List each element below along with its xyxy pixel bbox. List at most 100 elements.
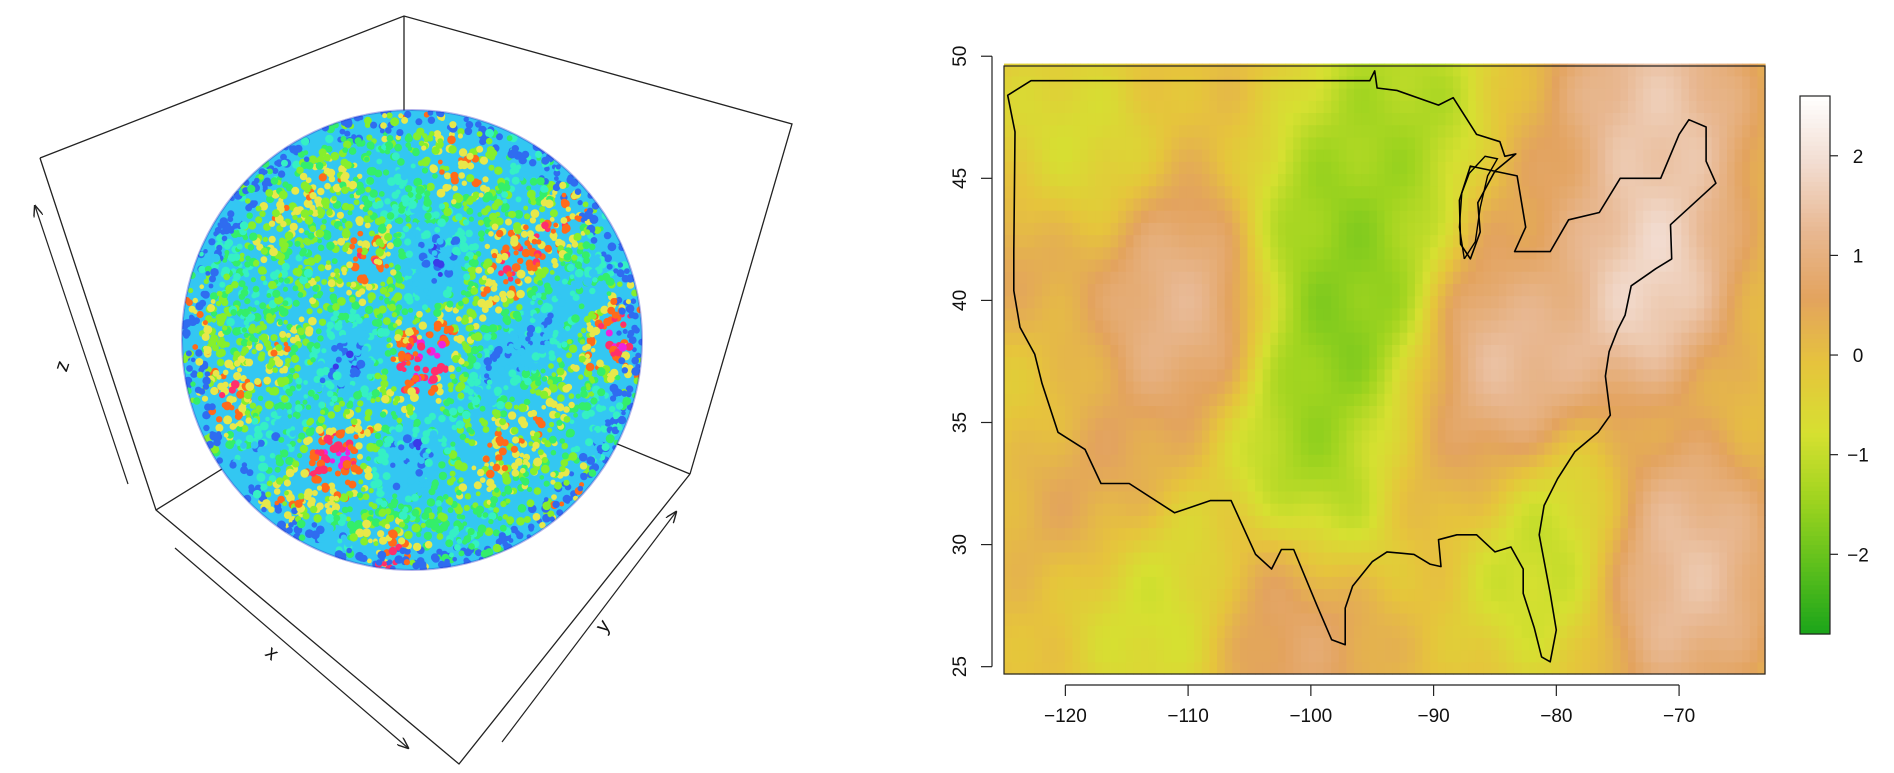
heatmap-cell [1095, 503, 1103, 516]
sphere-point [575, 215, 580, 220]
sphere-point [425, 459, 433, 467]
heatmap-cell [1430, 576, 1438, 589]
heatmap-cell [1095, 528, 1103, 541]
heatmap-cell [1194, 613, 1202, 626]
heatmap-cell [1567, 503, 1575, 516]
sphere-point [443, 494, 449, 500]
sphere-point [404, 354, 411, 361]
heatmap-cell [1438, 589, 1446, 602]
sphere-point [494, 167, 502, 175]
heatmap-cell [1217, 662, 1225, 675]
sphere-point [329, 287, 334, 292]
sphere-point [467, 378, 473, 384]
sphere-point [318, 208, 326, 216]
sphere-point [500, 501, 506, 507]
sphere-point [502, 541, 508, 547]
heatmap-cell [1354, 540, 1362, 553]
heatmap-cell [1666, 515, 1674, 528]
heatmap-cell [1118, 540, 1126, 553]
heatmap-cell [1232, 637, 1240, 650]
sphere-point [385, 127, 392, 134]
heatmap-cell [1019, 515, 1027, 528]
heatmap-cell [1004, 540, 1012, 553]
sphere-point [462, 201, 467, 206]
sphere-point [327, 467, 332, 472]
heatmap-cell [1316, 576, 1324, 589]
sphere-point [342, 313, 349, 320]
sphere-point [330, 458, 335, 463]
sphere-point [415, 318, 421, 324]
heatmap-cell [1689, 528, 1697, 541]
heatmap-cell [1331, 515, 1339, 528]
sphere-point [480, 366, 487, 373]
heatmap-cell [1331, 662, 1339, 675]
heatmap-cell [1537, 589, 1545, 602]
heatmap-cell [1042, 576, 1050, 589]
heatmap-cell [1552, 576, 1560, 589]
sphere-point [591, 314, 597, 320]
heatmap-cell [1255, 540, 1263, 553]
heatmap-cell [1735, 613, 1743, 626]
sphere-point [535, 380, 541, 386]
heatmap-cell [1643, 589, 1651, 602]
sphere-point [436, 549, 442, 555]
sphere-point [446, 280, 452, 286]
heatmap-cell [1636, 662, 1644, 675]
heatmap-cell [1103, 589, 1111, 602]
sphere-point [372, 389, 380, 397]
sphere-point [248, 244, 255, 251]
sphere-point [393, 238, 402, 247]
heatmap-cell [1727, 540, 1735, 553]
sphere-point [355, 137, 362, 144]
heatmap-cell [1666, 528, 1674, 541]
sphere-point [489, 165, 495, 171]
heatmap-cell [1468, 576, 1476, 589]
heatmap-cell [1141, 662, 1149, 675]
heatmap-cell [1483, 662, 1491, 675]
sphere-point [549, 350, 555, 356]
sphere-point [478, 230, 485, 237]
heatmap-cell [1369, 601, 1377, 614]
heatmap-cell [1445, 589, 1453, 602]
heatmap-cell [1179, 528, 1187, 541]
heatmap-cell [1415, 589, 1423, 602]
heatmap-cell [1133, 528, 1141, 541]
sphere-point [427, 349, 432, 354]
sphere-point [529, 526, 534, 531]
sphere-point [244, 272, 250, 278]
heatmap-cell [1179, 515, 1187, 528]
heatmap-cell [1468, 613, 1476, 626]
heatmap-cell [1560, 528, 1568, 541]
sphere-point [604, 232, 611, 239]
sphere-point [332, 196, 337, 201]
heatmap-cell [1073, 515, 1081, 528]
heatmap-cell [1232, 662, 1240, 675]
sphere-point [345, 540, 352, 547]
heatmap-cell [1255, 589, 1263, 602]
sphere-point [559, 502, 564, 507]
heatmap-cell [1248, 564, 1256, 577]
heatmap-cell [1149, 576, 1157, 589]
heatmap-cell [1750, 625, 1758, 638]
heatmap-cell [1385, 662, 1393, 675]
sphere-point [569, 452, 578, 461]
heatmap-cell [1727, 576, 1735, 589]
heatmap-cell [1149, 528, 1157, 541]
heatmap-cell [1735, 625, 1743, 638]
sphere-point [501, 253, 509, 261]
heatmap-cell [1666, 540, 1674, 553]
heatmap-cell [1369, 503, 1377, 516]
sphere-point [366, 177, 374, 185]
heatmap-cell [1164, 528, 1172, 541]
sphere-point [346, 402, 353, 409]
sphere-point [298, 433, 305, 440]
heatmap-cell [1400, 503, 1408, 516]
sphere-point [463, 315, 469, 321]
heatmap-cell [1712, 540, 1720, 553]
sphere-point [378, 225, 387, 234]
heatmap-cell [1286, 662, 1294, 675]
heatmap-cell [1073, 528, 1081, 541]
sphere-point [446, 301, 453, 308]
heatmap-cell [1445, 613, 1453, 626]
sphere-point [452, 557, 457, 562]
